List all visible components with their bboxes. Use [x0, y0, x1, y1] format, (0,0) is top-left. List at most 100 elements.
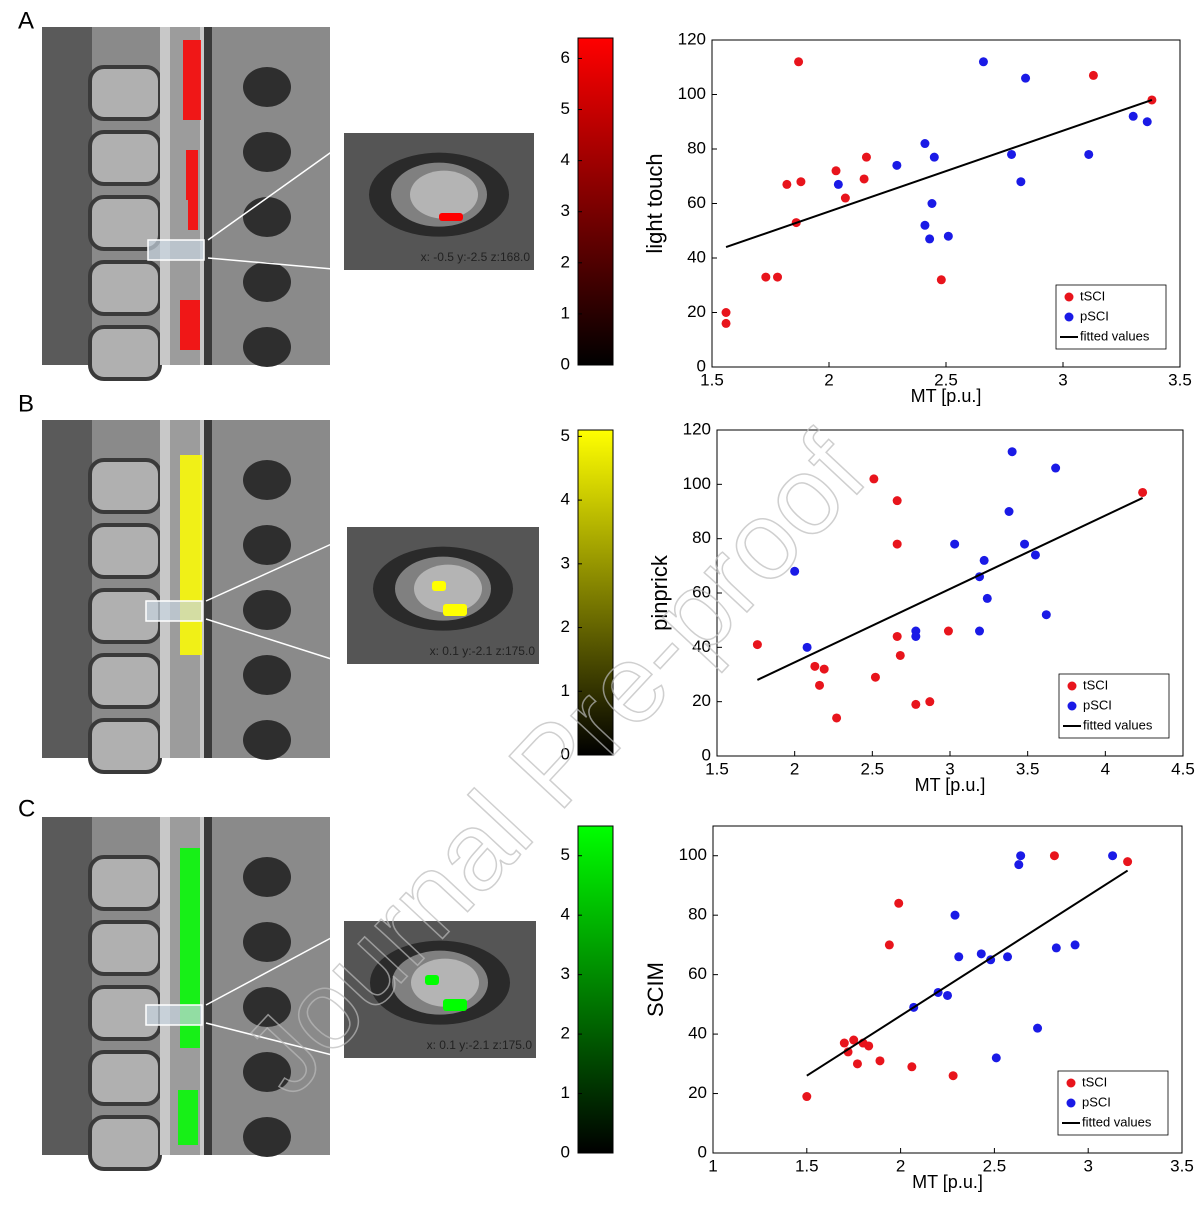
- legend: [1055, 284, 1167, 350]
- point: [721, 308, 731, 317]
- point: [1016, 177, 1026, 187]
- activation-overlay: [186, 150, 198, 200]
- point: [752, 640, 762, 650]
- legend-label: fitted values: [1082, 1114, 1152, 1129]
- point: [810, 661, 820, 671]
- colorbar: [577, 429, 614, 756]
- x-tick-label: 3: [945, 759, 954, 778]
- vertebra: [88, 325, 162, 381]
- y-axis-label: SCIM: [643, 962, 668, 1017]
- zoom-line: [205, 618, 348, 665]
- point: [925, 697, 935, 707]
- facet: [243, 720, 291, 760]
- point: [833, 179, 843, 189]
- point: [991, 1053, 1001, 1063]
- point: [1007, 149, 1017, 159]
- point: [831, 166, 841, 176]
- point: [892, 631, 902, 641]
- point: [773, 272, 783, 282]
- point: [1004, 507, 1014, 516]
- fitted-line: [806, 869, 1129, 1077]
- colorbar-tick-label: 2: [561, 252, 570, 271]
- point: [721, 318, 731, 328]
- point: [1041, 610, 1051, 620]
- colorbar-tick-label: 1: [561, 1083, 570, 1102]
- point: [892, 539, 902, 549]
- point: [802, 1092, 812, 1102]
- point: [1003, 952, 1013, 962]
- y-tick-label: 60: [688, 964, 707, 983]
- point: [895, 650, 905, 660]
- facet: [243, 987, 291, 1027]
- legend-label: tSCI: [1083, 677, 1108, 692]
- colorbar-tick-label: 0: [561, 354, 570, 373]
- point: [819, 664, 829, 674]
- point: [1138, 487, 1148, 497]
- coordinates: x: -0.5 y:-2.5 z:168.0: [421, 250, 531, 264]
- point: [864, 1041, 874, 1051]
- x-tick-label: 3.5: [1168, 370, 1192, 389]
- vertebra: [88, 855, 162, 911]
- x-tick-label: 1.5: [705, 759, 729, 778]
- point: [852, 1059, 862, 1069]
- panel-label: A: [18, 7, 34, 34]
- fitted-line: [756, 497, 1144, 681]
- point: [1007, 447, 1017, 457]
- point: [832, 713, 842, 723]
- x-tick-label: 3: [1083, 1156, 1092, 1175]
- vertebra: [88, 718, 162, 774]
- point: [927, 199, 937, 208]
- x-axis-label: MT [p.u.]: [911, 386, 982, 406]
- colorbar: [577, 825, 614, 1154]
- facet: [243, 327, 291, 367]
- activation-overlay: [178, 1090, 198, 1145]
- activation-overlay: [180, 300, 200, 350]
- legend: [1058, 673, 1170, 739]
- legend-label: pSCI: [1080, 308, 1109, 323]
- point: [794, 57, 804, 67]
- point: [849, 1035, 859, 1045]
- legend-swatch: [1064, 292, 1074, 302]
- point: [907, 1062, 917, 1072]
- facet: [243, 922, 291, 962]
- x-tick-label: 2: [824, 370, 833, 389]
- point: [782, 179, 792, 189]
- vertebra: [88, 1050, 162, 1106]
- colorbar-tick-label: 5: [561, 99, 570, 118]
- slice-box: [145, 1004, 203, 1026]
- point: [1033, 1023, 1043, 1033]
- point: [1108, 851, 1118, 861]
- facet: [243, 67, 291, 107]
- point: [1021, 73, 1031, 83]
- point: [976, 949, 986, 959]
- colorbar-tick-label: 4: [561, 490, 570, 509]
- colorbar-tick-label: 2: [561, 1024, 570, 1043]
- x-tick-label: 3.5: [1170, 1156, 1194, 1175]
- x-tick-label: 1.5: [700, 370, 724, 389]
- facet: [243, 1052, 291, 1092]
- facet: [243, 655, 291, 695]
- y-tick-label: 100: [683, 474, 711, 493]
- point: [1049, 851, 1059, 861]
- legend-swatch: [1064, 312, 1074, 322]
- mri-dark: [42, 817, 92, 1155]
- dura: [204, 420, 212, 758]
- point: [1084, 149, 1094, 159]
- point: [911, 699, 921, 709]
- point: [1051, 943, 1061, 953]
- y-tick-label: 60: [687, 193, 706, 212]
- mri-dark: [42, 420, 92, 758]
- zoom-line: [205, 536, 348, 602]
- dura: [204, 27, 212, 365]
- inset-cord: [414, 564, 482, 613]
- vertebra: [88, 65, 162, 121]
- vertebra: [88, 920, 162, 976]
- legend-label: fitted values: [1083, 717, 1153, 732]
- vertebra: [88, 130, 162, 186]
- point: [950, 539, 960, 549]
- x-tick-label: 2.5: [861, 759, 885, 778]
- x-tick-label: 2.5: [934, 370, 958, 389]
- colorbar-tick-label: 3: [561, 201, 570, 220]
- activation-overlay: [180, 848, 200, 1048]
- facet: [243, 197, 291, 237]
